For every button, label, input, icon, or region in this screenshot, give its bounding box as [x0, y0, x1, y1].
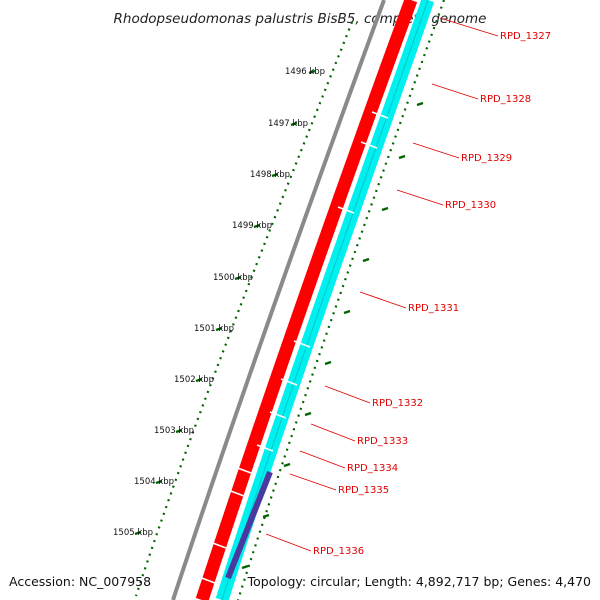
inner-tick	[324, 360, 332, 366]
inner-tick	[416, 101, 424, 107]
kbp-label: 1503 kbp	[154, 426, 194, 436]
kbp-label: 1497 kbp	[268, 119, 308, 129]
kbp-tick	[271, 172, 279, 178]
accession-text: Accession: NC_007958	[9, 574, 151, 589]
leader-line	[299, 450, 346, 469]
gene-label: RPD_1327	[500, 31, 551, 42]
leader-line	[265, 533, 312, 552]
gene-label: RPD_1334	[347, 463, 398, 474]
kbp-tick	[175, 428, 183, 434]
kbp-tick	[308, 69, 316, 75]
cds-feature-gaps	[198, 111, 389, 584]
kbp-label: 1505 kbp	[113, 528, 153, 538]
leader-line	[396, 189, 444, 206]
gc-band-inner-line	[221, 0, 429, 600]
leader-line	[412, 142, 460, 159]
kbp-label: 1504 kbp	[134, 477, 174, 487]
kbp-tick	[215, 326, 223, 332]
kbp-label: 1502 kbp	[174, 375, 214, 385]
kbp-tick	[253, 223, 261, 229]
backbone-ring	[171, 0, 386, 600]
kbp-tick	[155, 479, 163, 485]
cds-boundary	[234, 466, 252, 474]
leader-line	[439, 17, 499, 37]
inner-tick	[343, 309, 351, 315]
inner-tick	[241, 564, 249, 570]
leader-line	[289, 473, 337, 491]
inner-tick	[381, 206, 389, 212]
leader-line	[359, 291, 407, 309]
cds-boundary	[227, 489, 245, 497]
kbp-label: 1501 kbp	[194, 324, 234, 334]
gene-label: RPD_1331	[408, 303, 459, 314]
cds-track	[195, 0, 418, 600]
gene-labels: RPD_1327 RPD_1328 RPD_1329 RPD_1330 RPD_…	[313, 31, 551, 557]
gene-leader-lines	[265, 17, 499, 552]
gene-label: RPD_1328	[480, 94, 531, 105]
inner-dotted-ring	[236, 0, 446, 600]
gene-label: RPD_1333	[357, 436, 408, 447]
cds-boundary	[269, 411, 287, 419]
gene-label: RPD_1329	[461, 153, 512, 164]
inner-ticks	[241, 101, 424, 570]
cds-boundary	[337, 206, 355, 214]
gene-label: RPD_1330	[445, 200, 496, 211]
inner-tick	[262, 513, 270, 519]
cds-boundary	[209, 541, 227, 549]
cds-boundary	[256, 444, 274, 452]
leader-line	[324, 385, 371, 404]
kbp-label: 1499 kbp	[232, 221, 272, 231]
inner-tick	[304, 411, 312, 417]
cds-boundary	[280, 378, 298, 386]
cds-boundary	[360, 141, 378, 149]
kbp-tick	[234, 275, 242, 281]
leader-line	[310, 423, 356, 442]
summary-text: Topology: circular; Length: 4,892,717 bp…	[247, 574, 591, 589]
kbp-label: 1496 kbp	[285, 67, 325, 77]
inner-tick	[398, 154, 406, 160]
kbp-tick	[134, 530, 142, 536]
kbp-tick	[195, 377, 203, 383]
kbp-label: 1500 kbp	[213, 273, 253, 283]
cds-boundary	[293, 340, 311, 348]
gene-label: RPD_1335	[338, 485, 389, 496]
highlight-gene-feature	[225, 470, 273, 580]
gene-label: RPD_1332	[372, 398, 423, 409]
leader-line	[431, 83, 479, 100]
kbp-ticks	[134, 69, 316, 536]
kbp-labels: 1496 kbp 1497 kbp 1498 kbp 1499 kbp 1500…	[113, 67, 325, 538]
map-title: Rhodopseudomonas palustris BisB5, comple…	[114, 11, 487, 27]
cds-boundary	[371, 111, 389, 119]
inner-tick	[362, 257, 370, 263]
cds-boundary	[198, 576, 216, 584]
kbp-label: 1498 kbp	[250, 170, 290, 180]
inner-tick	[283, 462, 291, 468]
gene-label: RPD_1336	[313, 546, 364, 557]
kbp-tick	[290, 121, 298, 127]
